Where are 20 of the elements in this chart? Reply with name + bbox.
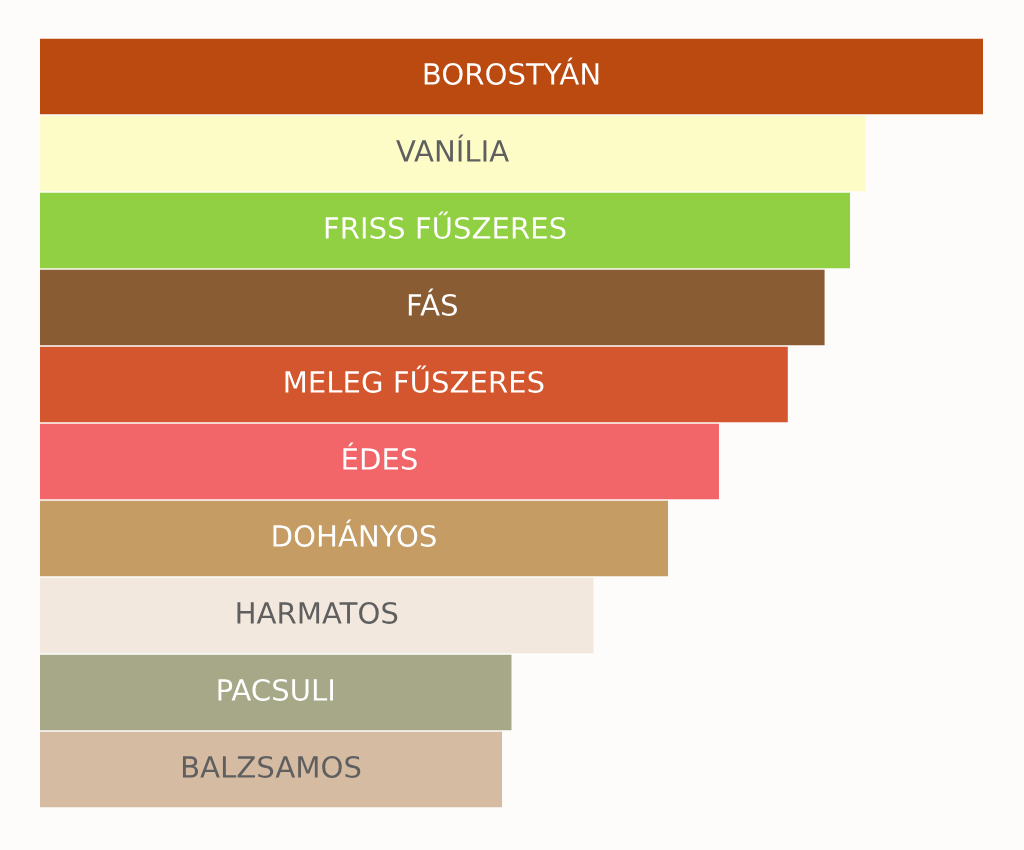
bar — [40, 192, 851, 269]
bar — [40, 115, 866, 192]
bar — [40, 269, 825, 346]
y-tick-label: ÉDES — [343, 442, 417, 470]
bar — [40, 423, 719, 500]
bar — [40, 654, 512, 731]
y-tick-label: FÁS — [408, 288, 457, 316]
bar — [40, 731, 503, 808]
bar — [40, 38, 983, 115]
y-tick-label: MELEG FŰSZERES — [285, 365, 544, 393]
y-tick-label: PACSULI — [218, 678, 334, 701]
bar — [40, 500, 669, 577]
y-tick-label: HARMATOS — [237, 601, 398, 624]
y-tick-label: DOHÁNYOS — [273, 519, 436, 547]
y-tick-label: BOROSTYÁN — [424, 57, 599, 85]
y-tick-label: VANÍLIA — [396, 134, 509, 162]
y-tick-label: FRISS FŰSZERES — [325, 211, 566, 239]
bar — [40, 577, 594, 654]
bar — [40, 346, 788, 423]
y-tick-label: BALZSAMOS — [182, 755, 361, 778]
